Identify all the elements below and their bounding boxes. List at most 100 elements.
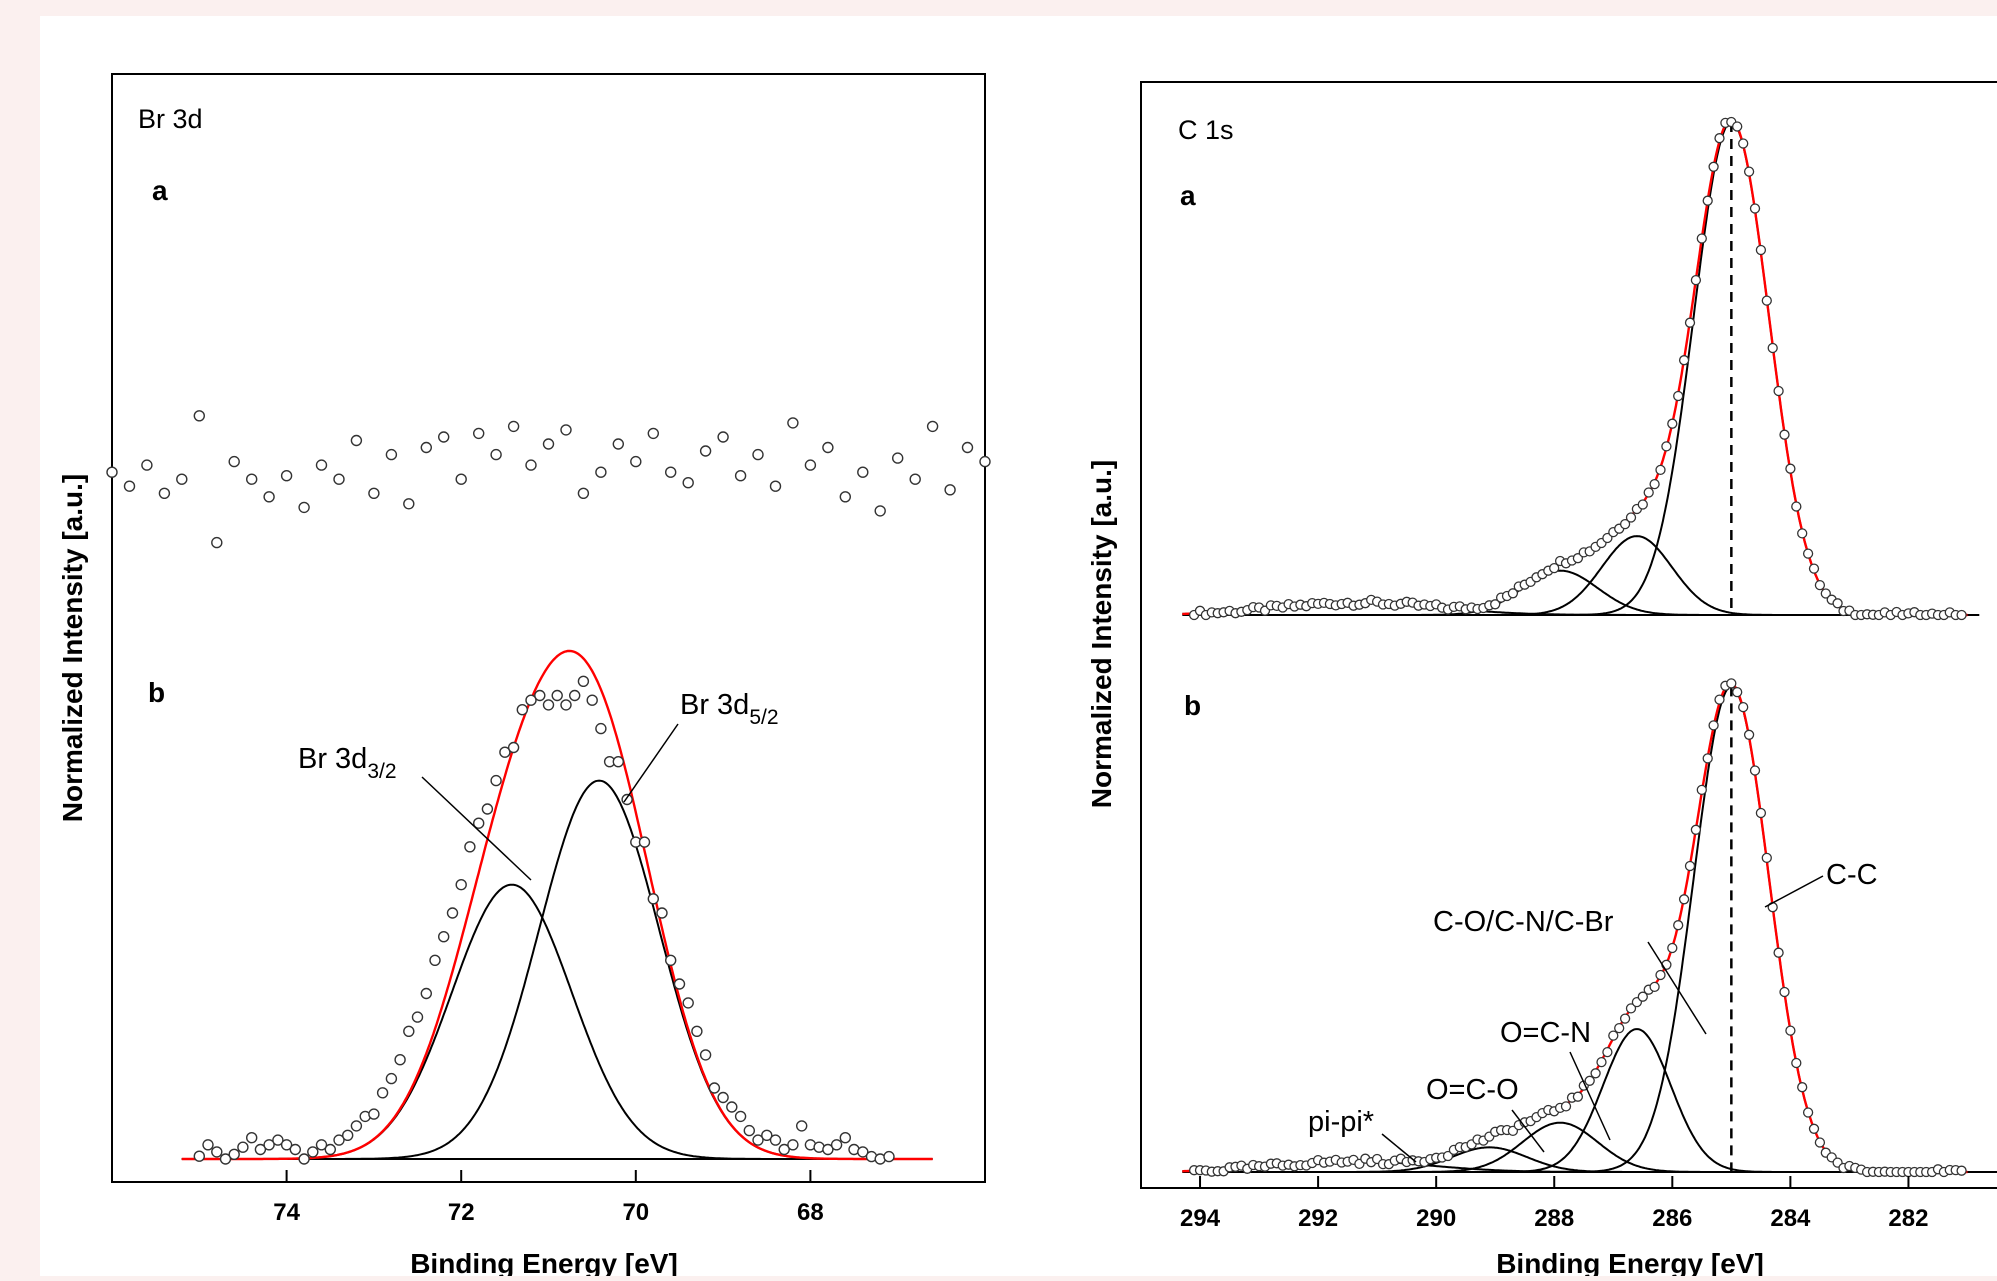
br3d-b-point [237, 1141, 249, 1153]
br3d-b-point [385, 1072, 398, 1085]
br3d-plot-frame [111, 73, 986, 1183]
c1s-b-point [1749, 765, 1761, 776]
c1s-a-point [1549, 562, 1560, 574]
c1s-x-tick-label: 282 [1888, 1205, 1928, 1232]
c1s-a-point [1808, 563, 1820, 574]
br3d-5-2-leader [623, 723, 679, 803]
br3d-b-point [787, 1139, 799, 1151]
br3d-a-point [979, 455, 991, 468]
br3d-b-point [280, 1139, 293, 1151]
br3d-b-point [883, 1150, 895, 1163]
c1s-b-point [1696, 784, 1707, 796]
br3d-b-point [263, 1139, 275, 1151]
br3d-b-point [376, 1087, 389, 1099]
br3d-panel-a-label: a [152, 175, 168, 206]
br3d-b-point [420, 987, 432, 1000]
c1s-x-tick-label: 286 [1652, 1205, 1692, 1232]
br3d-b-point [455, 879, 467, 891]
c1s-b-point [1667, 942, 1678, 954]
br3d-b-point [219, 1153, 232, 1165]
br3d-x-tick-label: 74 [273, 1199, 300, 1226]
br3d-a-point [490, 448, 502, 461]
br3d-a-point [368, 487, 380, 499]
br3d-3-2-component [181, 883, 933, 1160]
c1s-a-point [1773, 385, 1784, 397]
br3d-a-point [350, 434, 363, 447]
br3d-a-point [857, 466, 869, 478]
c1s-a-point [1708, 161, 1719, 172]
ocn-annotation: O=C-N [1500, 1017, 1591, 1049]
br3d-b-point [551, 689, 563, 702]
c1s-a-point [1619, 518, 1631, 530]
c1s-a-point [1785, 463, 1796, 474]
c1s-b-point [1708, 720, 1719, 731]
figure: 74 72 70 68 Br 3d a b Br 3d3/2 Br 3d5/2 Bin… [40, 16, 1997, 1279]
br3d-a-point [123, 480, 136, 492]
br3d-a-point [734, 470, 747, 482]
br3d-b-point [202, 1139, 214, 1151]
br3d-a-point [560, 424, 572, 436]
c1s-b-point [1590, 1068, 1601, 1079]
c1s-b-point [1743, 729, 1755, 740]
br3d-a-point [525, 459, 537, 471]
br3d-b-point [499, 746, 511, 758]
br3d-b-point [394, 1053, 406, 1066]
br3d-b-point [586, 694, 598, 706]
c1s-a-point [1696, 233, 1707, 244]
br3d-b-point [333, 1134, 345, 1146]
c1s-b-point [1649, 981, 1660, 993]
c1s-b-point [1791, 1057, 1802, 1069]
br3d-a-point [176, 473, 188, 485]
br3d-b-point [350, 1120, 363, 1132]
br3d-b-point [307, 1146, 319, 1158]
br3d-a-point [158, 487, 171, 499]
c1s-b-point [1655, 969, 1666, 981]
br3d-a-point [909, 473, 921, 485]
br3d-b-point [507, 741, 520, 754]
c1s-a-point [1820, 588, 1831, 599]
c1s-a-point [1832, 598, 1843, 609]
c1s-a-point [1702, 195, 1713, 206]
chart-figure: 74 72 70 68 Br 3d a b Br 3d3/2 Br 3d5/2 Bin… [57, 73, 1997, 1279]
c1s-a-point [1625, 512, 1637, 523]
br3d-b-point [315, 1139, 328, 1151]
br3d-a-point [822, 441, 834, 454]
br3d-a-point [804, 459, 817, 471]
c1s-a-point [1755, 244, 1767, 256]
c1s-a-point [1655, 464, 1666, 476]
c1s-a-point [1797, 528, 1808, 539]
br3d-b-point [734, 1110, 747, 1123]
c1s-a-point [1490, 599, 1501, 610]
c1s-a-point [1673, 390, 1684, 402]
c1s-x-axis-title: Binding Energy [eV] [1496, 1248, 1764, 1276]
c1s-a-envelope [1182, 118, 1968, 617]
br3d-b-point [822, 1143, 834, 1156]
c1s-b-point [1625, 1003, 1637, 1014]
br3d-x-axis-title: Binding Energy [eV] [410, 1248, 678, 1276]
c1s-b-point [1560, 1101, 1572, 1112]
c1s-a-point [1738, 138, 1749, 149]
c1s-a-point [1743, 166, 1755, 177]
c1s-b-point [1814, 1137, 1826, 1148]
c1s-b-point [1637, 991, 1648, 1002]
br3d-b-point [857, 1146, 869, 1158]
br3d-a-point [839, 491, 851, 503]
br3d-b-point [403, 1025, 415, 1037]
c1s-a-point [1802, 548, 1814, 559]
c1s-a-point [1956, 609, 1967, 621]
c1s-b-point [1761, 852, 1772, 864]
br3d-a-point [542, 438, 555, 450]
br3d-b-point [289, 1143, 302, 1156]
pipi-annotation: pi-pi* [1308, 1106, 1374, 1138]
br3d-a-point [438, 431, 450, 443]
c1s-a-point [1814, 579, 1826, 591]
br3d-b-point [647, 893, 659, 905]
br3d-b-point [525, 694, 537, 706]
c1s-plot-frame [1140, 81, 1997, 1189]
br3d-y-axis-title: Normalized Intensity [a.u.] [57, 474, 88, 823]
br3d-b-point [429, 954, 441, 966]
br3d-b-point [272, 1134, 284, 1146]
c1s-b-point [1726, 678, 1737, 689]
br3d-b-point [542, 699, 555, 711]
br3d-x-tick-label: 68 [797, 1199, 824, 1226]
